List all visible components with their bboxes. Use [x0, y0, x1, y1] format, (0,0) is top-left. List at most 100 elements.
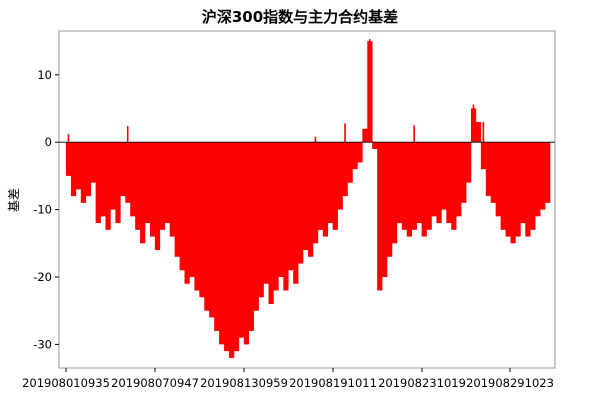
spike-bar [314, 136, 317, 143]
spike-bar [482, 121, 485, 143]
bar [352, 142, 358, 170]
spike-bar [126, 126, 129, 143]
bar [525, 142, 531, 237]
bar [233, 142, 240, 352]
bar [85, 142, 91, 197]
bar [273, 142, 279, 291]
bar [485, 142, 492, 197]
y-axis-label: 基差 [7, 188, 21, 212]
bar [436, 142, 442, 224]
spike-bar [67, 134, 70, 143]
spike-bar [368, 39, 371, 143]
bar [362, 128, 368, 143]
bar [179, 142, 185, 271]
bar [377, 142, 383, 291]
bar [510, 142, 516, 244]
spike-bar [344, 123, 346, 143]
y-tick-label: -30 [33, 337, 52, 351]
bar [154, 142, 161, 251]
bar [490, 142, 496, 203]
bar [75, 142, 82, 190]
bar [120, 142, 126, 197]
bar [90, 142, 96, 183]
chart-title: 沪深300指数与主力合约基差 [202, 8, 398, 26]
bar [298, 142, 304, 264]
bar [184, 142, 190, 284]
bar [515, 142, 521, 237]
x-tick-label: 201908191011 [289, 376, 377, 390]
bar [105, 142, 111, 230]
bar [169, 142, 175, 237]
bar [391, 142, 398, 244]
bar [396, 142, 403, 224]
bar [288, 142, 294, 271]
y-tick-label: -10 [33, 203, 52, 217]
x-tick-label: 201908010935 [22, 376, 110, 390]
bar [209, 142, 215, 318]
bar [164, 142, 171, 224]
bar [466, 142, 472, 183]
bar [70, 142, 77, 197]
spike-bar [472, 104, 475, 143]
x-axis: 201908010935 201908070947 201908130959 2019… [22, 368, 554, 390]
bar [347, 142, 353, 183]
bar [312, 142, 319, 244]
bar [317, 142, 324, 230]
plot-frame [58, 30, 556, 369]
bar [446, 142, 452, 224]
bar [480, 142, 487, 170]
bar [278, 142, 284, 278]
bar [66, 142, 72, 176]
x-tick-label: 201908130959 [200, 376, 288, 390]
bar [332, 142, 338, 230]
bar [342, 142, 348, 197]
bar [258, 142, 264, 298]
bar [189, 142, 195, 278]
bar [535, 142, 541, 217]
bar [204, 142, 210, 311]
bar [421, 142, 427, 237]
bar [461, 142, 467, 203]
bar [95, 142, 101, 224]
bar [199, 142, 205, 298]
x-tick-label: 201908070947 [111, 376, 199, 390]
bar [382, 142, 388, 278]
bar [263, 142, 269, 284]
bar [475, 121, 482, 143]
bar [456, 142, 462, 217]
bar [357, 142, 363, 163]
x-tick-label: 201908231019 [378, 376, 466, 390]
bar [416, 142, 422, 224]
bar [253, 142, 259, 311]
bar [135, 142, 141, 230]
bar [545, 142, 551, 203]
bar [387, 142, 393, 257]
bar [174, 142, 180, 257]
bar [337, 142, 343, 210]
bar [268, 142, 274, 304]
bar [125, 142, 131, 203]
bar [219, 142, 225, 345]
bar [149, 142, 156, 237]
bar [115, 142, 121, 224]
bar [505, 142, 511, 237]
bar [238, 142, 245, 338]
bar [194, 142, 200, 291]
bar [248, 142, 254, 331]
y-tick-label: 10 [37, 68, 52, 82]
bar [224, 142, 230, 352]
bar [372, 142, 378, 149]
bar [140, 142, 146, 244]
bar [308, 142, 314, 257]
bar [500, 142, 506, 230]
bar [322, 142, 329, 237]
bar [145, 142, 151, 224]
bar [100, 142, 106, 217]
bar [243, 142, 250, 345]
bar [303, 142, 309, 251]
bar [495, 142, 501, 217]
bar [130, 142, 136, 217]
bar [110, 142, 116, 210]
bar [540, 142, 546, 210]
